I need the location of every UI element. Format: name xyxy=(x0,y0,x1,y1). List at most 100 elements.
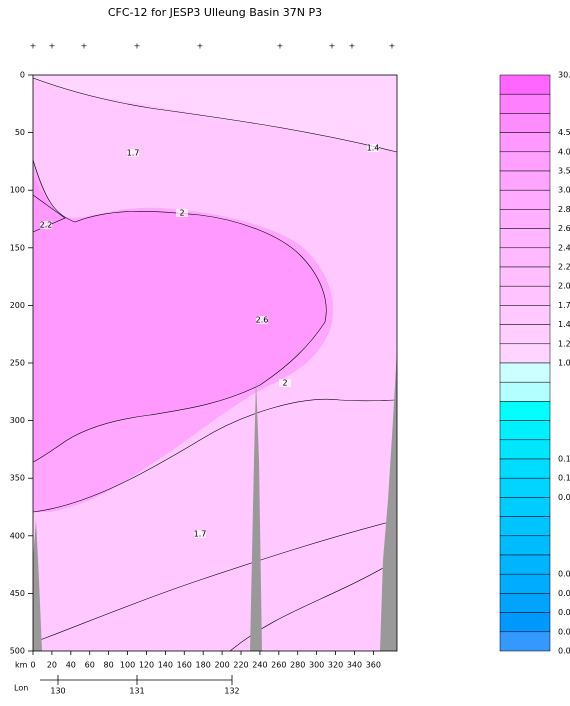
colorbar-segment xyxy=(499,593,551,613)
colorbar-segment xyxy=(499,612,551,633)
colorbar-segment xyxy=(499,381,551,402)
section-fill xyxy=(32,74,398,652)
colorbar-segment xyxy=(499,401,551,421)
contour-label: 1.7 xyxy=(127,149,140,158)
x-tick-label: 280 xyxy=(290,661,305,670)
colorbar-segment xyxy=(499,132,551,153)
svg-text:+: + xyxy=(329,42,336,51)
colorbar-label: 2.400 xyxy=(558,243,570,252)
colorbar-label: 3.000 xyxy=(558,186,570,195)
colorbar-label: 0.130 xyxy=(558,474,570,483)
colorbar-label: 2.600 xyxy=(558,224,570,233)
svg-text:+: + xyxy=(134,42,141,51)
colorbar-label: 1.200 xyxy=(558,339,570,348)
colorbar-label: 2.800 xyxy=(558,205,570,214)
colorbar-segment xyxy=(499,305,551,325)
colorbar-segment xyxy=(499,228,551,249)
y-tick-label: 200 xyxy=(10,301,25,310)
colorbar-segment xyxy=(499,113,551,133)
x-tick-label: 40 xyxy=(66,661,76,670)
colorbar-segment xyxy=(499,266,551,287)
colorbar-segment xyxy=(499,74,551,95)
x-tick-label: 20 xyxy=(47,661,57,670)
x-tick-label: 180 xyxy=(196,661,211,670)
colorbar-segment xyxy=(499,151,551,172)
svg-text:+: + xyxy=(30,42,37,51)
svg-text:+: + xyxy=(277,42,284,51)
colorbar-label: 0.010 xyxy=(558,608,570,617)
x-tick-label: 60 xyxy=(85,661,95,670)
y-tick-label: 150 xyxy=(10,243,25,252)
contour-label-bg xyxy=(40,221,52,229)
chart-title: CFC-12 for JESP3 Ulleung Basin 37N P3 xyxy=(108,6,322,19)
y-tick-label: 500 xyxy=(10,647,25,656)
x-tick-label: 0 xyxy=(30,661,35,670)
contour-label-bg xyxy=(176,209,188,217)
y-tick-label: 0 xyxy=(20,71,25,80)
svg-text:+: + xyxy=(81,42,88,51)
colorbar-label: 0.005 xyxy=(558,627,570,636)
colorbar-segment xyxy=(499,631,551,652)
y-tick-label: 400 xyxy=(10,531,25,540)
contour-label-bg xyxy=(127,149,139,157)
x-tick-label: 320 xyxy=(328,661,343,670)
lon-tick-label: 130 xyxy=(50,687,65,696)
y-tick-label: 250 xyxy=(10,359,25,368)
contour-label: 1.4 xyxy=(367,144,380,153)
contour-label: 2 xyxy=(179,209,184,218)
contour-label: 2.2 xyxy=(40,221,53,230)
colorbar-segment xyxy=(499,420,551,441)
colorbar-label: 1.000 xyxy=(558,359,570,368)
colorbar-label: 0.090 xyxy=(558,493,570,502)
colorbar-segment xyxy=(499,477,551,498)
station-markers: + + + + + + + + + xyxy=(30,42,396,51)
colorbar-segment xyxy=(499,324,551,345)
y-tick-label: 450 xyxy=(10,589,25,598)
colorbar-segment xyxy=(499,362,551,383)
y-tick-label: 100 xyxy=(10,186,25,195)
colorbar-segment xyxy=(499,554,551,575)
colorbar-label: 2.200 xyxy=(558,263,570,272)
svg-text:+: + xyxy=(197,42,204,51)
x-tick-label: 260 xyxy=(271,661,286,670)
x-tick-label: 240 xyxy=(252,661,267,670)
contour-label: 2.6 xyxy=(256,316,269,325)
colorbar-segment xyxy=(499,343,551,364)
colorbar-segment xyxy=(499,573,551,594)
colorbar-segment xyxy=(499,439,551,460)
x-tick-label: 360 xyxy=(366,661,381,670)
colorbar-segment xyxy=(499,516,551,537)
lon-label: Lon xyxy=(14,684,28,693)
colorbar-segment xyxy=(499,189,551,210)
x-tick-label: 100 xyxy=(120,661,135,670)
y-tick-label: 50 xyxy=(15,128,25,137)
colorbar-label: 0.000 xyxy=(558,647,570,656)
contour-label: 2 xyxy=(282,379,287,388)
y-tick-label: 350 xyxy=(10,474,25,483)
colorbar-label: 4.500 xyxy=(558,128,570,137)
colorbar-segment xyxy=(499,285,551,306)
x-tick-label: 160 xyxy=(177,661,192,670)
colorbar-label: 30.000 xyxy=(558,71,570,80)
contour-label-bg xyxy=(194,530,206,538)
contour-label-bg xyxy=(256,316,268,324)
colorbar-label: 0.150 xyxy=(558,455,570,464)
colorbar-label: 2.000 xyxy=(558,282,570,291)
colorbar-segment xyxy=(499,458,551,479)
contour-label: 1.7 xyxy=(194,530,207,539)
colorbar-label: 3.500 xyxy=(558,167,570,176)
y-tick-label: 300 xyxy=(10,416,25,425)
contour-label-bg xyxy=(279,379,291,387)
colorbar-label: 1.400 xyxy=(558,320,570,329)
colorbar-segment xyxy=(499,170,551,191)
svg-text:+: + xyxy=(49,42,56,51)
x-tick-label: 220 xyxy=(233,661,248,670)
lon-tick-label: 132 xyxy=(224,687,239,696)
x-tick-label: 140 xyxy=(158,661,173,670)
svg-text:+: + xyxy=(389,42,396,51)
colorbar-segment xyxy=(499,93,551,114)
colorbar-label: 0.020 xyxy=(558,570,570,579)
colorbar-segment xyxy=(499,497,551,517)
x-tick-label: 120 xyxy=(139,661,154,670)
